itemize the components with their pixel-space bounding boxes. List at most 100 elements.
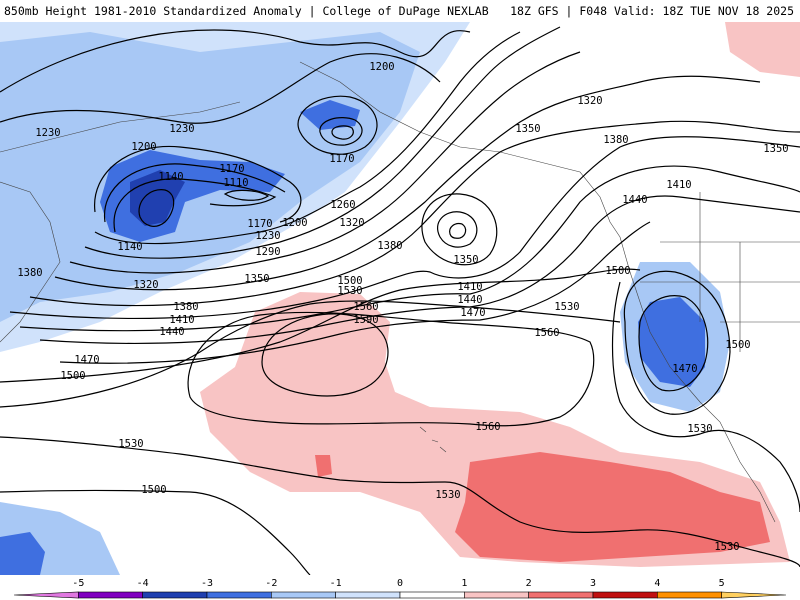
contour-label: 1530 — [554, 301, 579, 313]
contour-label: 1500 — [141, 484, 166, 496]
contour-label: 1260 — [330, 199, 355, 211]
colorbar-tick-label: -4 — [137, 578, 149, 589]
colorbar-swatch — [335, 591, 401, 599]
contour-label: 1320 — [339, 217, 364, 229]
contour-label: 1470 — [672, 363, 697, 375]
contour-1530-south — [0, 436, 800, 568]
contour-1320 — [54, 75, 761, 291]
colorbar-tick-layer: -5 -4 -3 -2 -1 0 1 2 3 4 5 — [72, 578, 724, 589]
contour-label: 1170 — [329, 153, 354, 165]
contour-1170 — [103, 163, 286, 223]
contour-label: 1410 — [169, 314, 194, 326]
anomaly-region-dateline-spot — [315, 455, 332, 477]
contour-label: 1170 — [247, 218, 272, 230]
contour-1440 — [39, 195, 800, 345]
contour-label: 1200 — [282, 217, 307, 229]
contour-label: 1380 — [603, 134, 628, 146]
contour-label: 1230 — [255, 230, 280, 242]
contour-low-core — [138, 189, 175, 227]
contour-1230 — [0, 53, 441, 124]
contour-1110 — [223, 189, 270, 201]
contour-label: 1500 — [605, 265, 630, 277]
negative-anomaly-shading — [0, 22, 730, 575]
colorbar-swatch — [721, 591, 787, 599]
colorbar-swatch — [78, 591, 143, 599]
colorbar-swatch — [592, 591, 658, 599]
map-title: 850mb Height 1981-2010 Standardized Anom… — [4, 4, 489, 18]
contour-label: 1350 — [763, 143, 788, 155]
contour-label: 1200 — [131, 141, 156, 153]
contour-label: 1440 — [622, 194, 647, 206]
colorbar-tick-label: -2 — [265, 578, 277, 589]
contour-1230-south — [94, 31, 521, 245]
colorbar-swatch — [464, 591, 529, 599]
contour-label: 1590 — [353, 314, 378, 326]
contour-label: 1530 — [337, 285, 362, 297]
contour-label: 1320 — [133, 279, 158, 291]
contour-label: 1410 — [666, 179, 691, 191]
contour-1530-east — [611, 281, 800, 513]
contour-label: 1470 — [460, 307, 485, 319]
contour-inner-ring-1 — [319, 117, 363, 146]
anomaly-region-california-strong — [638, 297, 705, 387]
contour-label: 1530 — [435, 489, 460, 501]
contour-label: 1350 — [244, 273, 269, 285]
contour-1290 — [69, 51, 581, 274]
colorbar-tick-label: 3 — [590, 578, 596, 589]
contour-label: 1380 — [17, 267, 42, 279]
colorbar-tick-label: 1 — [461, 578, 467, 589]
contour-1380 — [9, 136, 800, 320]
contour-label: 1380 — [377, 240, 402, 252]
coastline-siberia — [0, 101, 241, 153]
contour-1380-closed — [421, 193, 498, 266]
contour-inner-ring-2 — [331, 125, 354, 140]
contour-1350-inner — [449, 222, 467, 239]
contour-1530-north — [0, 300, 621, 408]
anomaly-region-southwest-strong — [0, 532, 45, 575]
coastline-kamchatka — [0, 181, 61, 343]
colorbar-tick-label: -1 — [330, 578, 342, 589]
contour-1140 — [113, 178, 277, 233]
colorbar-tick-label: 5 — [719, 578, 725, 589]
map-header: 850mb Height 1981-2010 Standardized Anom… — [0, 0, 800, 22]
contour-label: 1350 — [515, 123, 540, 135]
anomaly-region-aleutian-east — [300, 100, 360, 130]
colorbar-tick-label: 0 — [397, 578, 403, 589]
contour-label: 1410 — [457, 281, 482, 293]
model-valid-time: 18Z GFS | F048 Valid: 18Z TUE NOV 18 202… — [510, 4, 794, 18]
anomaly-region-northeast-light — [725, 22, 800, 77]
colorbar-swatch-layer — [13, 591, 787, 599]
height-contours — [0, 26, 800, 575]
colorbar-swatch — [206, 591, 272, 599]
colorbar-swatch — [271, 591, 336, 599]
colorbar-tick-label: -3 — [201, 578, 213, 589]
contour-label: 1350 — [453, 254, 478, 266]
contour-label: 1230 — [35, 127, 60, 139]
coastlines — [0, 61, 800, 523]
contour-label: 1440 — [457, 294, 482, 306]
contour-label: 1500 — [725, 339, 750, 351]
contour-1200 — [94, 145, 302, 223]
contour-label: 1530 — [687, 423, 712, 435]
contour-1590 — [261, 313, 389, 397]
contour-label: 1230 — [169, 123, 194, 135]
anomaly-colorbar: -5 -4 -3 -2 -1 0 1 2 3 4 5 — [13, 578, 787, 599]
colorbar-swatch — [657, 591, 722, 599]
contour-label: 1320 — [577, 95, 602, 107]
contour-label: 1170 — [219, 163, 244, 175]
contour-label: 1560 — [353, 301, 378, 313]
contour-label: 1140 — [158, 171, 183, 183]
coastline-hawaii — [419, 426, 447, 453]
contour-1500-california — [623, 270, 731, 415]
contour-label: 1200 — [369, 61, 394, 73]
contour-label: 1380 — [173, 301, 198, 313]
contour-label: 1290 — [255, 246, 280, 258]
colorbar-swatch — [13, 591, 79, 599]
contour-label: 1560 — [475, 421, 500, 433]
contour-1260 — [84, 26, 561, 259]
contour-1470 — [59, 221, 651, 364]
colorbar-tick-label: 2 — [526, 578, 532, 589]
colorbar-swatch — [142, 591, 208, 599]
